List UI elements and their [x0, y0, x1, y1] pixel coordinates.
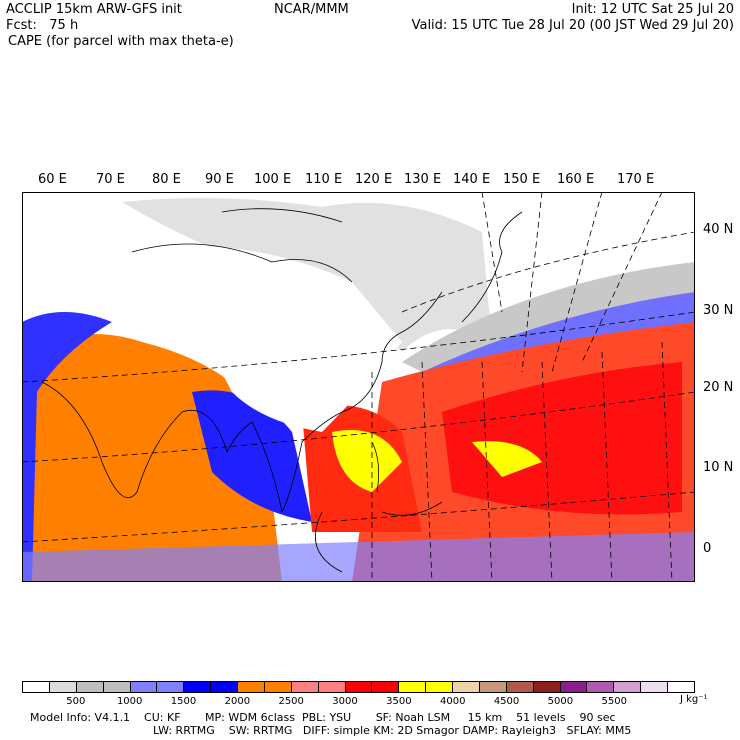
latitude-label: 20 N	[703, 380, 734, 395]
colorbar-swatch	[399, 682, 427, 692]
colorbar-label: 4000	[439, 696, 466, 707]
colorbar-swatch	[426, 682, 453, 692]
latitude-label: 30 N	[703, 303, 734, 318]
colorbar-swatch	[157, 682, 185, 692]
grid-lines	[22, 192, 695, 582]
colorbar-swatch	[184, 682, 212, 692]
colorbar-label: 3000	[332, 696, 358, 707]
longitude-label: 70 E	[96, 172, 125, 187]
longitude-label: 140 E	[453, 172, 491, 187]
model-info-line1: Model Info: V4.1.1 CU: KF MP: WDM 6class…	[30, 711, 616, 724]
colorbar-swatch	[238, 682, 265, 692]
colorbar-swatch	[372, 682, 400, 692]
colorbar-label: 5000	[547, 696, 574, 707]
forecast-hour: Fcst: 75 h	[6, 18, 79, 33]
colorbar-swatch	[49, 682, 77, 692]
indian-blue-fringe	[22, 312, 112, 582]
colorbar-swatch	[103, 682, 131, 692]
yellow-core-1	[332, 430, 402, 492]
colorbar-swatch	[291, 682, 319, 692]
longitude-label: 160 E	[557, 172, 595, 187]
model-info-line2: LW: RRTMG SW: RRTMG DIFF: simple KM: 2D …	[153, 724, 632, 737]
map-frame	[22, 192, 695, 582]
colorbar-swatch	[587, 682, 615, 692]
colorbar-swatch	[560, 682, 588, 692]
colorbar-label: 2000	[224, 696, 251, 707]
colorbar-swatch	[264, 682, 292, 692]
longitude-label: 100 E	[254, 172, 292, 187]
longitude-label: 80 E	[152, 172, 181, 187]
coastlines	[41, 208, 523, 573]
latitude-label: 10 N	[703, 460, 734, 475]
model-title: ACCLIP 15km ARW-GFS init	[6, 2, 182, 17]
colorbar-swatch	[453, 682, 480, 692]
colorbar-swatch	[23, 682, 50, 692]
colorbar-swatch	[211, 682, 238, 692]
colorbar-label: 3500	[386, 696, 412, 707]
cape-map	[22, 192, 695, 582]
colorbar	[22, 681, 695, 693]
valid-time: Valid: 15 UTC Tue 28 Jul 20 (00 JST Wed …	[411, 18, 734, 33]
south-blue-band	[22, 532, 695, 582]
init-time: Init: 12 UTC Sat 25 Jul 20	[571, 2, 734, 17]
longitude-label: 120 E	[355, 172, 393, 187]
colorbar-swatch	[76, 682, 104, 692]
china-land	[132, 246, 402, 432]
longitude-label: 130 E	[404, 172, 442, 187]
colorbar-label: 5500	[601, 696, 627, 707]
colorbar-label: 4500	[493, 696, 520, 707]
colorbar-label: 1000	[116, 696, 143, 707]
longitude-label: 110 E	[305, 172, 343, 187]
bay-of-bengal-blue	[192, 390, 312, 522]
latitude-label: 40 N	[703, 222, 734, 237]
colorbar-label: 500	[66, 696, 86, 707]
colorbar-swatch	[533, 682, 561, 692]
colorbar-swatch	[641, 682, 668, 692]
colorbar-units: J kg⁻¹	[680, 694, 708, 705]
longitude-label: 90 E	[205, 172, 234, 187]
colorbar-swatch	[614, 682, 642, 692]
yellow-core-2	[472, 441, 542, 477]
colorbar-swatch	[479, 682, 507, 692]
longitude-label: 150 E	[503, 172, 541, 187]
organization: NCAR/MMM	[274, 2, 349, 17]
colorbar-swatch	[506, 682, 534, 692]
colorbar-swatch	[668, 682, 694, 692]
field-name: CAPE (for parcel with max theta-e)	[8, 34, 234, 49]
colorbar-swatch	[130, 682, 158, 692]
longitude-label: 60 E	[38, 172, 67, 187]
colorbar-label: 1500	[170, 696, 197, 707]
colorbar-swatch	[345, 682, 373, 692]
colorbar-label: 2500	[278, 696, 304, 707]
colorbar-swatch	[318, 682, 346, 692]
longitude-label: 170 E	[617, 172, 655, 187]
latitude-label: 0	[703, 541, 712, 556]
